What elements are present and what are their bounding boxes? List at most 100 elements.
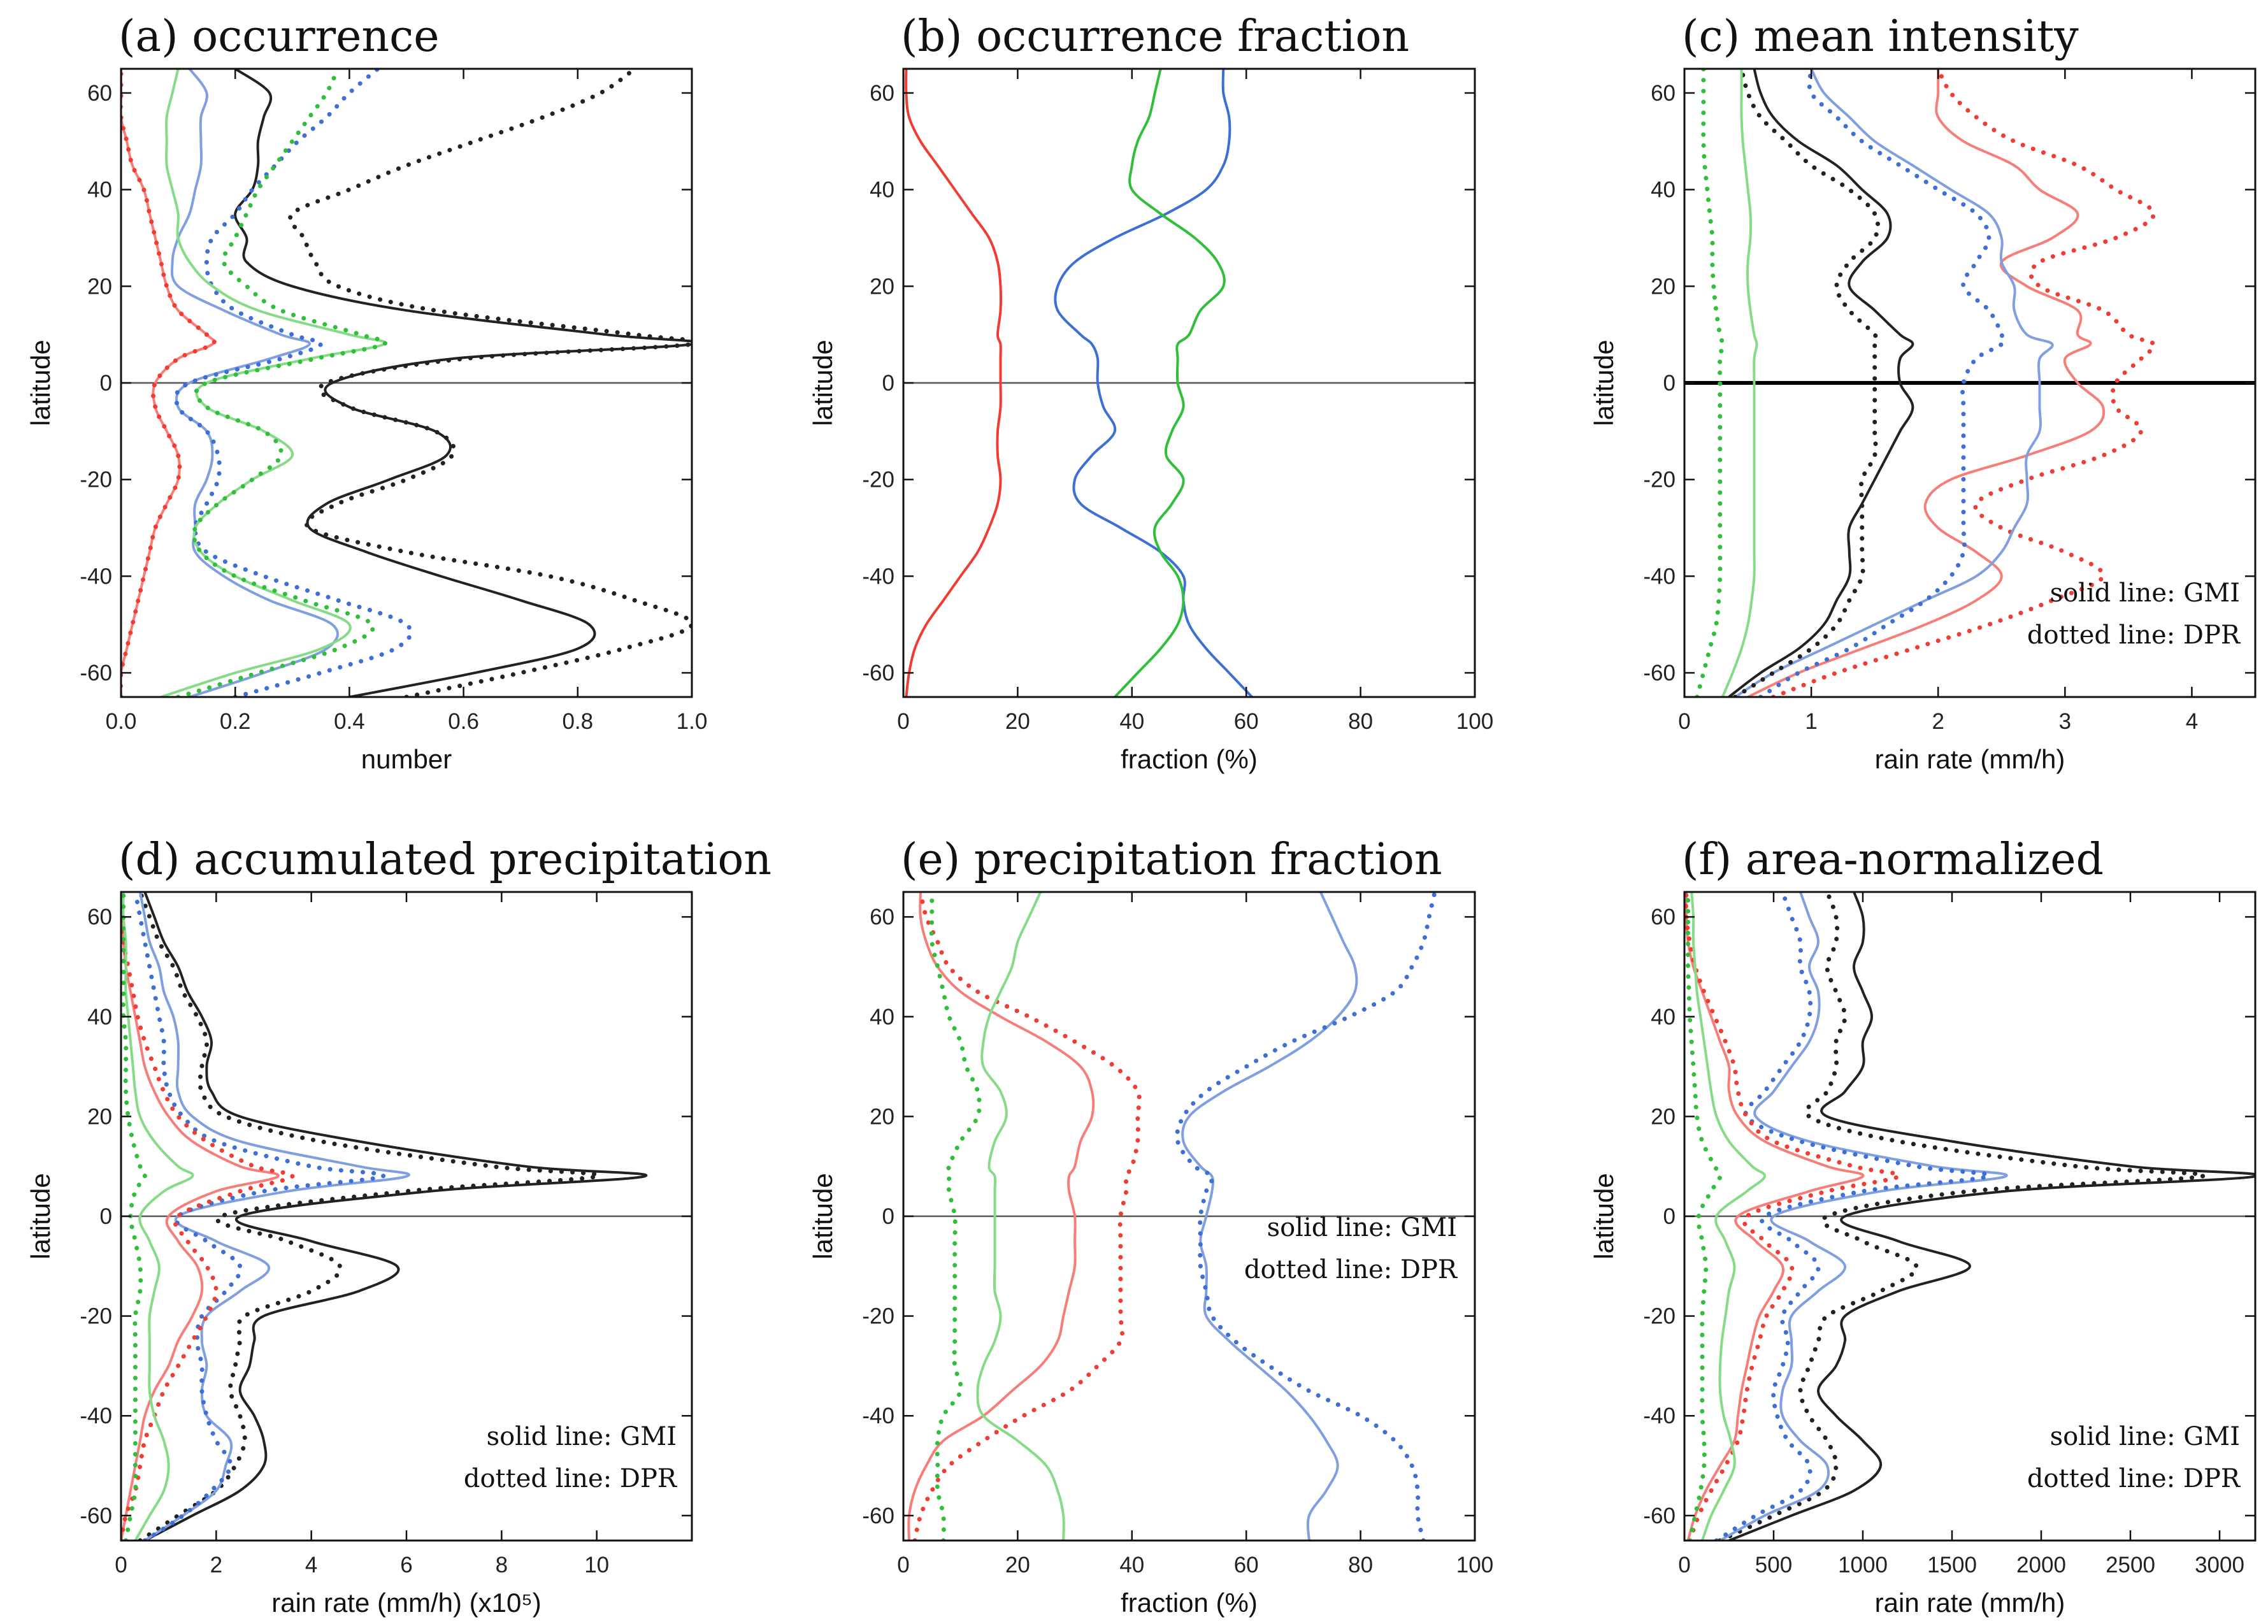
series-line-blue-gmi	[170, 69, 339, 697]
y-tick-label: 60	[870, 81, 894, 106]
legend-entry: solid line: GMI	[487, 1422, 677, 1451]
x-tick-label: 2	[210, 1553, 222, 1577]
x-tick-label: 0.4	[334, 709, 365, 734]
x-tick-label: 0	[897, 709, 909, 734]
y-tick-label: 20	[870, 1104, 894, 1129]
series-group	[1684, 892, 2255, 1541]
x-tick-label: 1000	[1838, 1553, 1888, 1577]
x-tick-label: 0.0	[106, 709, 137, 734]
legend-entry: solid line: GMI	[1267, 1213, 1457, 1242]
series-line-black-gmi	[1728, 892, 2255, 1541]
y-tick-label: 60	[870, 905, 894, 930]
series-line-red-dpr	[121, 69, 217, 697]
y-tick-label: -20	[862, 468, 894, 492]
y-tick-label: -60	[862, 1504, 894, 1528]
y-tick-label: -60	[1643, 661, 1676, 686]
x-tick-label: 0.8	[562, 709, 593, 734]
series-line-blue-dpr	[133, 892, 386, 1541]
x-tick-label: 80	[1348, 1553, 1373, 1577]
series-line-red-dpr	[121, 892, 295, 1541]
y-tick-label: -60	[1643, 1504, 1676, 1528]
legend-entry: dotted line: DPR	[464, 1464, 678, 1493]
y-tick-label: -20	[80, 1304, 112, 1329]
panel-title: (a) occurrence	[118, 11, 440, 62]
panel-e: (e) precipitation fraction 0 20 40 60 80 100 -6…	[808, 835, 1493, 1618]
series-line-black-gmi	[234, 69, 692, 697]
y-tick-label: -40	[80, 564, 112, 589]
x-tick-label: 20	[1005, 709, 1030, 734]
y-tick-label: -20	[862, 1304, 894, 1329]
x-tick-label: 40	[1119, 1553, 1144, 1577]
y-tick-label: 0	[882, 371, 894, 396]
legend-entry: dotted line: DPR	[1244, 1255, 1458, 1284]
series-line-black-dpr	[1733, 69, 1881, 697]
panel-b: (b) occurrence fraction 0 20 40 60 80 100 -60 -4…	[808, 11, 1493, 774]
x-tick-label: 3000	[2195, 1553, 2244, 1577]
y-tick-label: 20	[87, 274, 112, 299]
panel-title: (d) accumulated precipitation	[118, 835, 772, 885]
x-tick-label: 60	[1234, 709, 1259, 734]
x-tick-label: 0.2	[220, 709, 251, 734]
y-tick-label: -20	[1643, 1304, 1676, 1329]
series-line-green-dpr	[121, 892, 147, 1541]
x-tick-label: 3	[2059, 709, 2071, 734]
y-axis-label: latitude	[1589, 1173, 1619, 1259]
series-line-red-gmi	[907, 892, 1095, 1541]
panel-d: (d) accumulated precipitation 0 2 4 6 8 10 -60 -…	[25, 835, 772, 1618]
series-line-red-dpr	[1770, 69, 2157, 697]
series-line-green-gmi	[976, 892, 1065, 1541]
series-line-red-gmi	[121, 892, 280, 1541]
x-tick-label: 1500	[1927, 1553, 1977, 1577]
series-line-blue-gmi	[138, 892, 410, 1541]
y-tick-label: 20	[87, 1104, 112, 1129]
y-axis-label: latitude	[808, 340, 838, 426]
y-axis-label: latitude	[1589, 340, 1619, 426]
series-group	[1695, 69, 2157, 697]
series-line-green-dpr	[1695, 69, 1725, 697]
x-tick-label: 1	[1805, 709, 1817, 734]
y-tick-label: -40	[862, 1404, 894, 1428]
series-group	[121, 892, 648, 1541]
x-axis-label: fraction (%)	[1121, 744, 1258, 774]
y-tick-label: 0	[100, 371, 112, 396]
y-tick-label: 0	[100, 1204, 112, 1229]
series-line-blue-gmi	[1733, 69, 2054, 697]
series-line-blue-dpr	[1714, 892, 1992, 1541]
series-line-blue-dpr	[1175, 892, 1437, 1541]
legend-entry: dotted line: DPR	[2027, 1464, 2241, 1493]
y-axis-label: latitude	[25, 1173, 55, 1259]
x-tick-label: 10	[584, 1553, 609, 1577]
x-tick-label: 6	[400, 1553, 412, 1577]
y-tick-label: -40	[1643, 1404, 1676, 1428]
legend-entry: dotted line: DPR	[2027, 621, 2241, 650]
y-tick-label: 0	[882, 1204, 894, 1229]
x-tick-label: 40	[1119, 709, 1144, 734]
y-axis-label: latitude	[25, 340, 55, 426]
y-tick-label: 0	[1663, 371, 1676, 396]
x-tick-label: 20	[1005, 1553, 1030, 1577]
x-axis-label: rain rate (mm/h) (x10⁵)	[271, 1588, 542, 1618]
x-tick-label: 0	[897, 1553, 909, 1577]
y-tick-label: -60	[80, 661, 112, 686]
x-tick-label: 0	[1678, 709, 1690, 734]
series-line-blue-gmi	[1181, 892, 1358, 1541]
x-axis-label: rain rate (mm/h)	[1875, 1588, 2065, 1618]
y-tick-label: -20	[80, 468, 112, 492]
y-tick-label: 40	[87, 178, 112, 203]
x-tick-label: 500	[1755, 1553, 1792, 1577]
series-line-red	[905, 69, 1003, 697]
series-line-black-dpr	[288, 69, 692, 697]
series-line-red-dpr	[1684, 892, 1902, 1541]
series-line-black-dpr	[1718, 892, 2206, 1541]
y-tick-label: 40	[1651, 178, 1676, 203]
series-group	[907, 892, 1437, 1541]
series-group	[121, 69, 692, 697]
panel-title: (f) area-normalized	[1682, 835, 2104, 885]
x-tick-label: 4	[305, 1553, 317, 1577]
y-tick-label: -60	[862, 661, 894, 686]
y-tick-label: 60	[87, 81, 112, 106]
legend-entry: solid line: GMI	[2050, 578, 2240, 608]
y-tick-label: -40	[80, 1404, 112, 1428]
series-line-blue	[1054, 69, 1254, 697]
